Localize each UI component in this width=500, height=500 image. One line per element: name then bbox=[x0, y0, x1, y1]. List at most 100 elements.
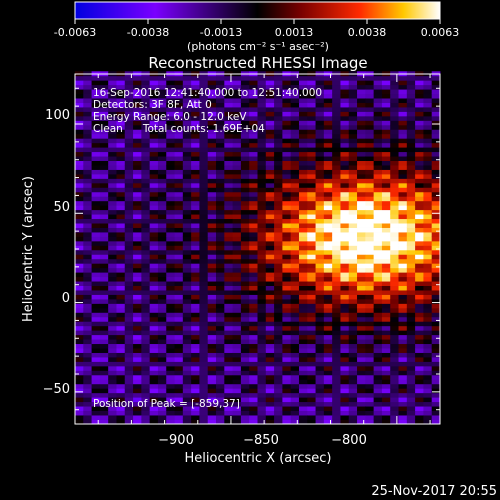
heatmap-cell bbox=[108, 254, 117, 260]
heatmap-cell bbox=[265, 352, 275, 358]
heatmap-cell bbox=[365, 232, 375, 237]
heatmap-cell bbox=[257, 240, 267, 246]
heatmap-cell bbox=[232, 107, 242, 112]
heatmap-cell bbox=[298, 142, 308, 148]
heatmap-cell bbox=[240, 303, 250, 309]
heatmap-cell bbox=[133, 419, 142, 425]
heatmap-cell bbox=[257, 182, 267, 188]
heatmap-cell bbox=[75, 142, 84, 148]
heatmap-cell bbox=[91, 200, 101, 206]
heatmap-cell bbox=[240, 397, 250, 403]
heatmap-cell bbox=[340, 80, 350, 86]
heatmap-cell bbox=[265, 236, 275, 242]
heatmap-cell bbox=[323, 240, 333, 246]
heatmap-cell bbox=[332, 379, 341, 385]
heatmap-cell bbox=[232, 303, 242, 309]
heatmap-cell bbox=[108, 352, 117, 358]
heatmap-cell bbox=[182, 124, 192, 130]
heatmap-cell bbox=[431, 276, 441, 282]
heatmap-cell bbox=[406, 200, 416, 206]
heatmap-cell bbox=[323, 245, 333, 251]
heatmap-cell bbox=[182, 115, 192, 121]
heatmap-cell bbox=[290, 307, 300, 313]
heatmap-cell bbox=[124, 209, 134, 215]
heatmap-cell bbox=[99, 75, 109, 81]
heatmap-cell bbox=[240, 151, 250, 157]
heatmap-cell bbox=[216, 209, 225, 215]
heatmap-cell bbox=[307, 191, 316, 197]
heatmap-cell bbox=[298, 232, 308, 237]
heatmap-cell bbox=[340, 120, 350, 126]
heatmap-cell bbox=[431, 397, 441, 403]
heatmap-cell bbox=[240, 281, 250, 286]
heatmap-cell bbox=[174, 294, 184, 300]
heatmap-cell bbox=[182, 294, 192, 300]
colorbar-tick-label: 0.0063 bbox=[421, 26, 460, 39]
heatmap-cell bbox=[415, 307, 424, 313]
heatmap-cell bbox=[216, 80, 225, 86]
heatmap-cell bbox=[307, 227, 316, 233]
heatmap-cell bbox=[232, 374, 242, 380]
heatmap-cell bbox=[307, 107, 316, 112]
heatmap-cell bbox=[191, 147, 200, 153]
heatmap-cell bbox=[398, 151, 408, 157]
heatmap-cell bbox=[373, 93, 383, 99]
heatmap-cell bbox=[282, 191, 292, 197]
heatmap-cell bbox=[157, 406, 167, 411]
heatmap-cell bbox=[75, 365, 84, 371]
heatmap-cell bbox=[398, 124, 408, 130]
heatmap-cell bbox=[149, 290, 159, 295]
heatmap-cell bbox=[265, 147, 275, 153]
heatmap-cell bbox=[348, 156, 358, 161]
heatmap-cell bbox=[340, 361, 350, 367]
heatmap-cell bbox=[298, 415, 308, 420]
heatmap-cell bbox=[174, 406, 184, 411]
heatmap-cell bbox=[431, 115, 441, 121]
heatmap-cell bbox=[207, 383, 217, 389]
heatmap-cell bbox=[298, 80, 308, 86]
heatmap-cell bbox=[307, 174, 316, 179]
heatmap-cell bbox=[174, 379, 184, 385]
heatmap-cell bbox=[207, 133, 217, 139]
heatmap-cell bbox=[274, 303, 283, 309]
heatmap-cell bbox=[265, 93, 275, 99]
heatmap-cell bbox=[249, 339, 258, 345]
heatmap-cell bbox=[323, 370, 333, 376]
heatmap-cell bbox=[149, 272, 159, 278]
heatmap-cell bbox=[290, 129, 300, 135]
heatmap-cell bbox=[191, 107, 200, 112]
heatmap-cell bbox=[315, 272, 325, 278]
heatmap-cell bbox=[290, 392, 300, 398]
heatmap-cell bbox=[390, 115, 399, 121]
heatmap-cell bbox=[423, 379, 433, 385]
heatmap-cell bbox=[157, 80, 167, 86]
heatmap-cell bbox=[149, 115, 159, 121]
heatmap-cell bbox=[340, 165, 350, 170]
heatmap-cell bbox=[332, 80, 341, 86]
heatmap-cell bbox=[75, 111, 84, 117]
heatmap-cell bbox=[381, 187, 391, 193]
heatmap-cell bbox=[157, 303, 167, 309]
heatmap-cell bbox=[406, 357, 416, 362]
heatmap-cell bbox=[348, 111, 358, 117]
heatmap-cell bbox=[99, 316, 109, 322]
heatmap-cell bbox=[357, 111, 366, 117]
heatmap-cell bbox=[323, 151, 333, 157]
heatmap-cell bbox=[340, 205, 350, 211]
heatmap-cell bbox=[124, 303, 134, 309]
heatmap-cell bbox=[357, 348, 366, 353]
heatmap-cell bbox=[348, 392, 358, 398]
heatmap-cell bbox=[348, 236, 358, 242]
heatmap-cell bbox=[232, 419, 242, 425]
heatmap-cell bbox=[406, 178, 416, 184]
heatmap-cell bbox=[332, 245, 341, 251]
heatmap-cell bbox=[99, 93, 109, 99]
heatmap-cell bbox=[381, 370, 391, 376]
heatmap-cell bbox=[348, 232, 358, 237]
colorbar-tick-labels: -0.0063 -0.0038 -0.0013 0.0013 0.0038 0.… bbox=[54, 26, 459, 39]
heatmap-cell bbox=[124, 276, 134, 282]
heatmap-cell bbox=[182, 258, 192, 264]
heatmap-cell bbox=[191, 205, 200, 211]
heatmap-cell bbox=[174, 75, 184, 81]
heatmap-cell bbox=[91, 365, 101, 371]
